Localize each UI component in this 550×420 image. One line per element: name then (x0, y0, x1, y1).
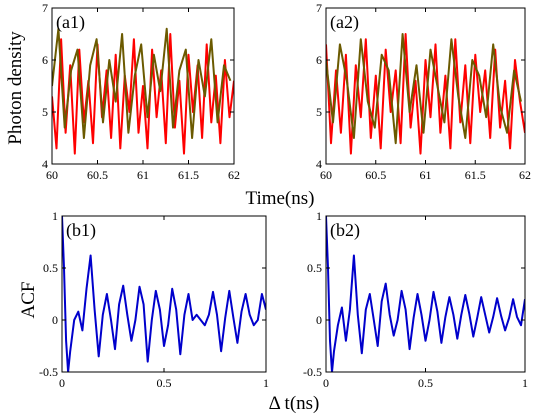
y-tick-label: 1 (316, 209, 322, 223)
panel-label: (a2) (330, 12, 359, 33)
y-tick-label: 7 (316, 1, 322, 15)
y-tick-label: 0 (52, 313, 58, 327)
series-line-1 (326, 33, 525, 155)
y-tick-label: 6 (42, 53, 48, 67)
y-tick-label: 0.5 (307, 261, 322, 275)
y-tick-label: -0.5 (39, 365, 58, 379)
x-tick-label: 60 (320, 168, 332, 182)
x-tick-label: 60.5 (365, 168, 386, 182)
y-axis-title-acf: ACF (18, 282, 39, 319)
series-line-1 (62, 216, 266, 372)
y-tick-label: 4 (42, 157, 48, 171)
series-line-2 (326, 33, 522, 145)
y-tick-label: 7 (42, 1, 48, 15)
y-tick-label: 5 (42, 105, 48, 119)
x-tick-label: 0 (323, 376, 329, 390)
x-tick-label: 60 (46, 168, 58, 182)
y-tick-label: 0.5 (43, 261, 58, 275)
y-tick-label: 4 (316, 157, 322, 171)
x-axis-title-delta-t: Δ t(ns) (269, 393, 320, 414)
panel-label: (b1) (66, 220, 96, 241)
x-tick-label: 0 (59, 376, 65, 390)
x-tick-label: 0.5 (157, 376, 172, 390)
panel-label: (b2) (330, 220, 360, 241)
x-tick-label: 60.5 (87, 168, 108, 182)
y-axis-title-photon-density: Photon density (5, 31, 26, 145)
x-tick-label: 61 (137, 168, 149, 182)
series-line-2 (52, 27, 232, 139)
x-tick-label: 62 (228, 168, 240, 182)
x-tick-label: 61.5 (178, 168, 199, 182)
x-tick-label: 62 (519, 168, 531, 182)
y-tick-label: 6 (316, 53, 322, 67)
x-tick-label: 0.5 (418, 376, 433, 390)
x-tick-label: 1 (522, 376, 528, 390)
y-tick-label: 0 (316, 313, 322, 327)
panel-label: (a1) (56, 12, 85, 33)
panel-2: 60 60.5 61 61.5 62 4 5 6 7 (a2) (316, 1, 531, 182)
panel-3: 0 0.5 1-0.500.51(b1) (39, 209, 269, 390)
x-axis-title-time: Time(ns) (246, 188, 315, 209)
y-tick-label: 5 (316, 105, 322, 119)
y-tick-label: -0.5 (303, 365, 322, 379)
panel-1: 60 60.5 61 61.5 62 4 5 6 7 (a1) (42, 1, 240, 182)
series-line-1 (326, 216, 525, 372)
x-tick-label: 61.5 (465, 168, 486, 182)
x-tick-label: 1 (263, 376, 269, 390)
panel-4: 0 0.5 1-0.500.51(b2) (303, 209, 528, 390)
x-tick-label: 61 (420, 168, 432, 182)
y-tick-label: 1 (52, 209, 58, 223)
series-line-1 (52, 33, 234, 155)
